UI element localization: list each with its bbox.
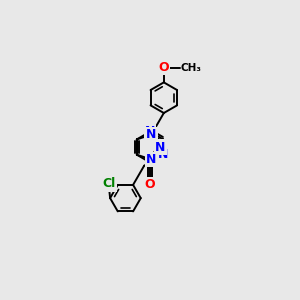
Text: N: N <box>158 148 168 161</box>
Text: CH₃: CH₃ <box>180 63 201 73</box>
Text: N: N <box>146 153 157 166</box>
Text: O: O <box>145 178 155 191</box>
Text: Cl: Cl <box>102 178 115 190</box>
Text: N: N <box>155 141 166 154</box>
Text: N: N <box>145 125 155 138</box>
Text: N: N <box>146 128 157 141</box>
Text: O: O <box>158 61 169 74</box>
